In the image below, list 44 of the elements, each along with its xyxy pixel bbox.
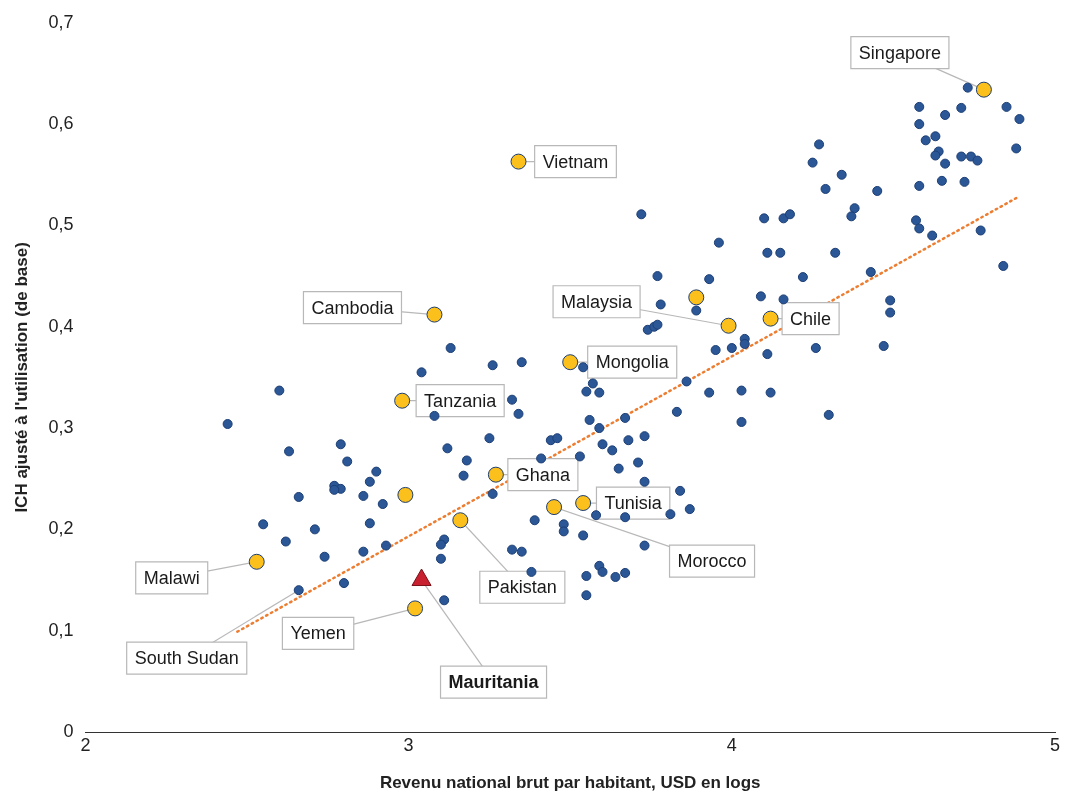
point: [397, 486, 414, 503]
x-tick-label: 2: [80, 734, 91, 755]
point: [975, 81, 992, 98]
point: [546, 499, 563, 516]
annotation: Mauritania: [448, 672, 540, 692]
annotation: Yemen: [290, 623, 346, 644]
point: [248, 553, 265, 570]
x-tick-label: 4: [726, 734, 737, 755]
x-axis-title: Revenu national brut par habitant, USD en logs: [379, 773, 761, 793]
annotation: Tanzania: [424, 390, 498, 411]
y-tick-label: 0,6: [48, 113, 74, 134]
y-tick-label: 0,4: [48, 315, 74, 336]
point: [394, 392, 411, 409]
point: [426, 306, 443, 323]
annotation: Singapore: [858, 42, 941, 63]
point: [575, 495, 592, 512]
y-tick-label: 0,5: [48, 214, 74, 235]
annotation: Malawi: [143, 567, 200, 588]
point: [510, 153, 527, 170]
annotation: Pakistan: [487, 577, 557, 598]
point: [762, 310, 779, 327]
annotation: Mongolia: [595, 352, 670, 373]
annotation: South Sudan: [134, 648, 239, 669]
point: [720, 317, 737, 334]
x-tick-label: 3: [403, 734, 414, 755]
point: [452, 512, 469, 529]
annotation: Cambodia: [311, 297, 395, 318]
point: [487, 466, 504, 483]
y-tick-label: 0,3: [48, 417, 74, 438]
point: [562, 354, 579, 371]
x-tick-label: 5: [1049, 734, 1061, 755]
annotation: Malaysia: [561, 291, 634, 312]
y-tick-label: 0,2: [48, 518, 74, 539]
annotation: Chile: [790, 308, 832, 329]
annotation: Tunisia: [604, 493, 663, 513]
y-axis-title: ICH ajusté à l'utilisation (de base): [11, 242, 31, 513]
annotation: Vietnam: [542, 151, 609, 172]
annotation: Ghana: [515, 464, 571, 485]
y-tick-label: 0,1: [48, 619, 74, 640]
point: [407, 600, 424, 617]
y-tick-label: 0: [63, 720, 74, 741]
y-tick-label: 0,7: [48, 11, 74, 32]
point: [688, 289, 705, 306]
annotation: Morocco: [677, 551, 747, 572]
